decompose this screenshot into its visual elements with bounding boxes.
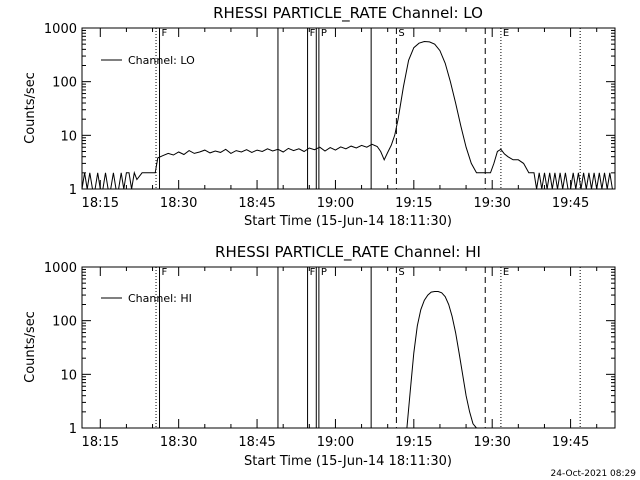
x-tick-label: 18:30: [160, 435, 197, 450]
x-tick-label: 19:15: [395, 196, 432, 211]
x-tick-label: 18:15: [82, 196, 119, 211]
x-tick-label: 19:00: [317, 196, 354, 211]
y-axis-label: Counts/sec: [23, 72, 38, 144]
hi-channel-panel: RHESSI PARTICLE_RATE Channel: HI Counts/…: [23, 243, 616, 469]
y-tick-label: 100: [52, 76, 77, 91]
plot-frame: [81, 266, 616, 429]
plot-frame: [81, 27, 616, 190]
legend: Channel: LO: [101, 54, 195, 67]
event-marker-label: F: [162, 267, 168, 278]
x-tick-label: 19:45: [552, 435, 589, 450]
x-tick-label: 19:45: [552, 196, 589, 211]
y-tick-label: 1000: [44, 22, 77, 37]
legend: Channel: HI: [101, 292, 192, 305]
footer-timestamp: 24-Oct-2021 08:29: [551, 469, 637, 479]
y-axis-label: Counts/sec: [23, 311, 38, 383]
legend-label: Channel: LO: [128, 54, 195, 67]
y-tick-label: 10: [60, 129, 77, 144]
rate-series-line: [406, 291, 477, 429]
event-marker-label: P: [321, 28, 327, 39]
event-marker-label: P: [321, 267, 327, 278]
y-tick-label: 1: [69, 183, 77, 198]
x-tick-label: 18:45: [238, 435, 275, 450]
x-axis-label: Start Time (15-Jun-14 18:11:30): [244, 214, 452, 229]
chart-title: RHESSI PARTICLE_RATE Channel: LO: [213, 4, 483, 23]
x-tick-label: 18:45: [238, 196, 275, 211]
x-axis-label: Start Time (15-Jun-14 18:11:30): [244, 454, 452, 469]
x-tick-label: 19:15: [395, 435, 432, 450]
x-tick-label: 19:30: [473, 435, 510, 450]
chart-title: RHESSI PARTICLE_RATE Channel: HI: [215, 243, 481, 262]
y-tick-label: 100: [52, 315, 77, 330]
x-tick-label: 19:30: [473, 196, 510, 211]
event-marker-label: F: [162, 28, 168, 39]
event-marker-label: E: [503, 28, 509, 39]
event-marker-label: E: [503, 267, 509, 278]
x-tick-label: 19:00: [317, 435, 354, 450]
y-tick-label: 10: [60, 368, 77, 383]
event-marker-label: F: [310, 28, 316, 39]
y-tick-label: 1: [69, 422, 77, 437]
y-tick-label: 1000: [44, 261, 77, 276]
lo-channel-panel: RHESSI PARTICLE_RATE Channel: LO Counts/…: [23, 4, 616, 229]
event-marker-label: S: [398, 267, 404, 278]
event-marker-label: F: [310, 267, 316, 278]
x-tick-label: 18:15: [82, 435, 119, 450]
x-tick-label: 18:30: [160, 196, 197, 211]
event-marker-label: S: [398, 28, 404, 39]
rate-series-line: [81, 40, 613, 190]
